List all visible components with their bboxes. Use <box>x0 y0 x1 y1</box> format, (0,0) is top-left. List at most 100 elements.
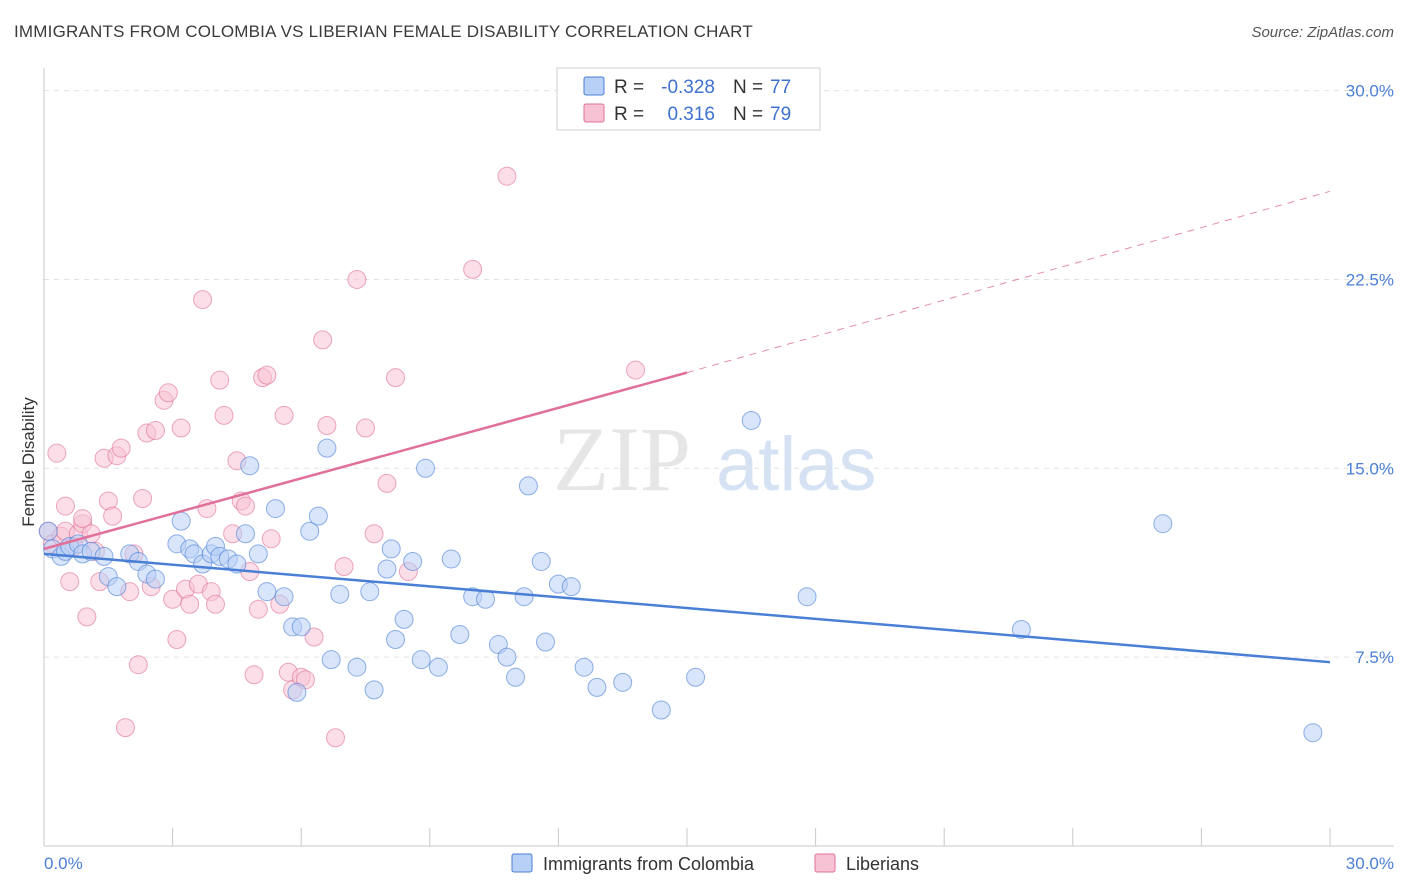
colombia-point <box>441 549 461 569</box>
colombia-point <box>651 700 671 720</box>
colombia-point <box>797 587 817 607</box>
liberians-point <box>304 627 324 647</box>
liberians-point <box>128 655 148 675</box>
chart-title: IMMIGRANTS FROM COLOMBIA VS LIBERIAN FEM… <box>14 22 753 41</box>
liberians-point <box>244 665 264 685</box>
colombia-point <box>381 539 401 559</box>
series-legend: Immigrants from Colombia Liberians <box>511 853 919 874</box>
liberians-point <box>274 405 294 425</box>
liberians-point <box>325 728 345 748</box>
liberians-point <box>158 383 178 403</box>
liberians-point <box>60 572 80 592</box>
colombia-point <box>506 667 526 687</box>
liberians-point <box>205 594 225 614</box>
colombia-point <box>574 657 594 677</box>
colombia-point <box>450 624 470 644</box>
colombia-point <box>741 410 761 430</box>
legend-n-label-1: N = <box>733 104 763 125</box>
liberians-point <box>73 509 93 529</box>
liberians-point <box>163 589 183 609</box>
colombia-point <box>265 499 285 519</box>
legend-r-label-0: R = <box>614 77 644 98</box>
colombia-point <box>536 632 556 652</box>
bottom-legend-swatch-liberians <box>814 853 836 873</box>
colombia-point <box>317 438 337 458</box>
liberians-points <box>38 166 646 748</box>
colombia-point <box>107 577 127 597</box>
liberians-point <box>210 370 230 390</box>
trend-lines <box>43 190 1331 664</box>
liberians-point <box>103 506 123 526</box>
colombia-points <box>38 410 1323 743</box>
colombia-point <box>347 657 367 677</box>
y-tick-label: 7.5% <box>1355 648 1394 667</box>
colombia-point <box>476 589 496 609</box>
liberians-point <box>463 259 483 279</box>
colombia-point <box>686 667 706 687</box>
source-label: Source: ZipAtlas.com <box>1251 24 1394 41</box>
legend-swatch-colombia <box>583 76 605 96</box>
legend-swatch-liberians <box>583 103 605 123</box>
colombia-point <box>330 584 350 604</box>
colombia-point <box>514 587 534 607</box>
liberians-trend-extension <box>686 190 1331 374</box>
colombia-point <box>274 587 294 607</box>
liberians-trend-line <box>43 371 688 551</box>
colombia-point <box>394 609 414 629</box>
colombia-point <box>1153 514 1173 534</box>
colombia-point <box>300 521 320 541</box>
liberians-point <box>261 529 281 549</box>
colombia-point <box>1303 723 1323 743</box>
liberians-point <box>235 496 255 516</box>
stats-legend: R = -0.328 N = 77 R = 0.316 N = 79 <box>556 67 821 131</box>
colombia-point <box>561 577 581 597</box>
y-tick-label: 22.5% <box>1346 270 1394 289</box>
liberians-point <box>626 360 646 380</box>
colombia-point <box>145 569 165 589</box>
colombia-point <box>403 551 423 571</box>
liberians-point <box>364 524 384 544</box>
colombia-point <box>240 456 260 476</box>
colombia-point <box>248 544 268 564</box>
bottom-legend-label-colombia: Immigrants from Colombia <box>543 854 755 874</box>
liberians-point <box>167 630 187 650</box>
colombia-point <box>364 680 384 700</box>
liberians-point <box>317 415 337 435</box>
colombia-point <box>321 650 341 670</box>
colombia-point <box>416 458 436 478</box>
colombia-point <box>587 677 607 697</box>
watermark-zip: ZIP <box>553 408 691 510</box>
liberians-point <box>334 556 354 576</box>
liberians-point <box>347 269 367 289</box>
legend-n-label-0: N = <box>733 77 763 98</box>
colombia-point <box>38 521 58 541</box>
y-tick-label: 15.0% <box>1346 459 1394 478</box>
colombia-point <box>497 647 517 667</box>
liberians-point <box>111 438 131 458</box>
colombia-point <box>386 630 406 650</box>
colombia-point <box>377 559 397 579</box>
colombia-point <box>360 582 380 602</box>
legend-n-value-0: 77 <box>770 77 791 98</box>
liberians-point <box>171 418 191 438</box>
liberians-point <box>115 718 135 738</box>
colombia-trend-line <box>43 552 1331 664</box>
bottom-legend-label-liberians: Liberians <box>846 854 919 874</box>
liberians-point <box>180 594 200 614</box>
y-tick-labels: 7.5% 15.0% 22.5% 30.0% <box>1346 82 1394 668</box>
liberians-point <box>313 330 333 350</box>
liberians-point <box>133 489 153 509</box>
colombia-point <box>235 524 255 544</box>
liberians-point <box>214 405 234 425</box>
liberians-point <box>386 368 406 388</box>
gridlines <box>44 90 1394 658</box>
y-axis-label: Female Disability <box>19 397 38 527</box>
colombia-point <box>291 617 311 637</box>
legend-n-value-1: 79 <box>770 104 791 125</box>
axes <box>43 68 1394 847</box>
colombia-point <box>411 650 431 670</box>
liberians-point <box>55 496 75 516</box>
y-tick-label: 30.0% <box>1346 82 1394 101</box>
colombia-point <box>531 551 551 571</box>
